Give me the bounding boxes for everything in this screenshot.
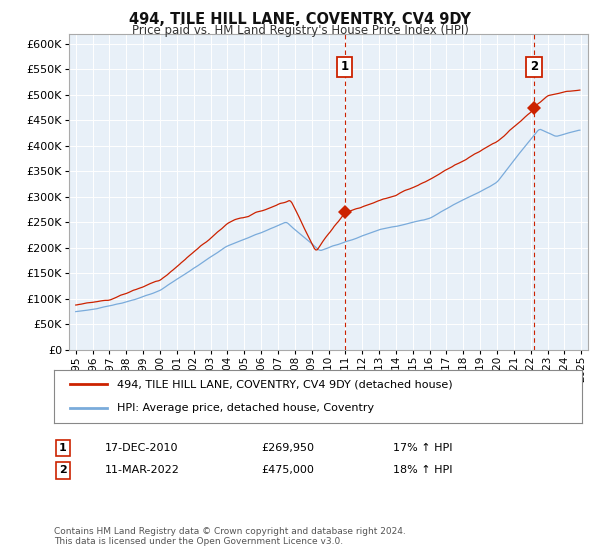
Text: Contains HM Land Registry data © Crown copyright and database right 2024.
This d: Contains HM Land Registry data © Crown c… bbox=[54, 526, 406, 546]
Text: 11-MAR-2022: 11-MAR-2022 bbox=[105, 465, 180, 475]
Text: 2: 2 bbox=[59, 465, 67, 475]
Text: 18% ↑ HPI: 18% ↑ HPI bbox=[393, 465, 452, 475]
Text: 494, TILE HILL LANE, COVENTRY, CV4 9DY: 494, TILE HILL LANE, COVENTRY, CV4 9DY bbox=[129, 12, 471, 27]
Text: HPI: Average price, detached house, Coventry: HPI: Average price, detached house, Cove… bbox=[118, 403, 374, 413]
Text: 2: 2 bbox=[530, 60, 538, 73]
Text: 17-DEC-2010: 17-DEC-2010 bbox=[105, 443, 179, 453]
Text: 1: 1 bbox=[341, 60, 349, 73]
Text: £269,950: £269,950 bbox=[261, 443, 314, 453]
Text: Price paid vs. HM Land Registry's House Price Index (HPI): Price paid vs. HM Land Registry's House … bbox=[131, 24, 469, 36]
Text: £475,000: £475,000 bbox=[261, 465, 314, 475]
Text: 1: 1 bbox=[59, 443, 67, 453]
Text: 17% ↑ HPI: 17% ↑ HPI bbox=[393, 443, 452, 453]
Text: 494, TILE HILL LANE, COVENTRY, CV4 9DY (detached house): 494, TILE HILL LANE, COVENTRY, CV4 9DY (… bbox=[118, 380, 453, 390]
